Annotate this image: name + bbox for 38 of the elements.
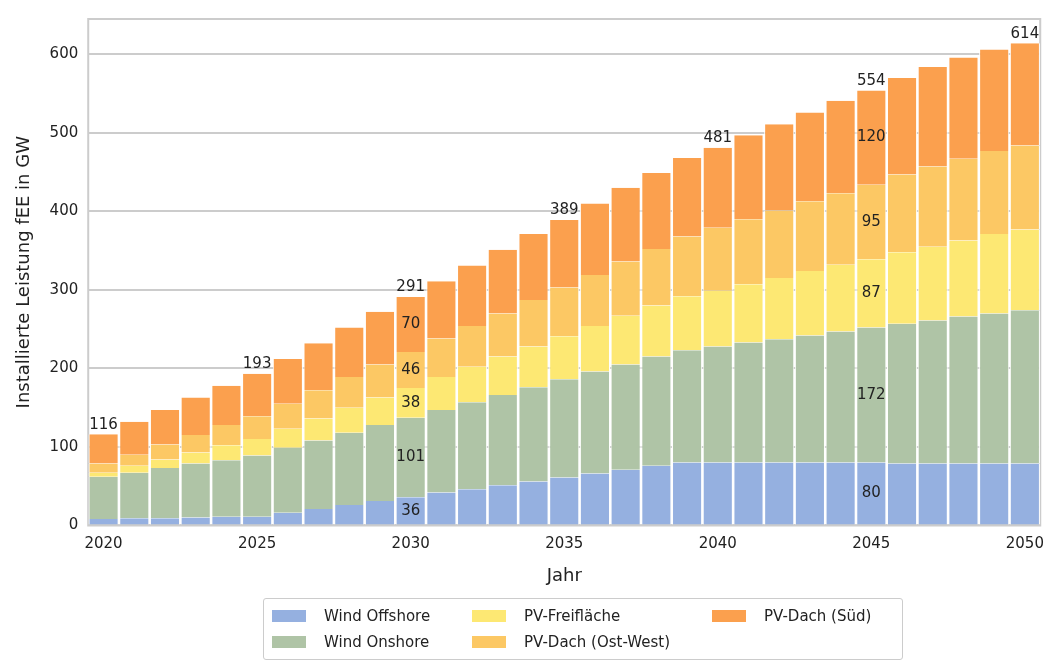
data-label: 36 — [401, 500, 421, 519]
total-label: 614 — [1010, 23, 1040, 42]
data-label: 38 — [401, 392, 421, 411]
x-tick-label: 2050 — [1005, 534, 1044, 553]
x-tick-label: 2025 — [238, 534, 277, 553]
legend-label: Wind Onshore — [324, 633, 430, 651]
x-tick-label: 2045 — [852, 534, 891, 553]
y-tick-label: 600 — [49, 44, 79, 63]
data-label: 172 — [857, 384, 886, 403]
data-label: 95 — [861, 211, 881, 230]
x-axis-title: Jahr — [545, 563, 583, 585]
data-label: 80 — [861, 483, 881, 502]
y-tick-label: 0 — [68, 515, 79, 534]
total-label: 481 — [703, 128, 733, 147]
legend-label: PV-Dach (Süd) — [764, 607, 872, 625]
total-label: 389 — [549, 200, 579, 219]
x-tick-label: 2020 — [84, 534, 123, 553]
y-tick-label: 300 — [49, 279, 79, 298]
data-label: 120 — [857, 127, 886, 146]
total-label: 291 — [396, 277, 425, 296]
legend-label: PV-Freifläche — [524, 607, 621, 625]
x-tick-label: 2040 — [698, 534, 737, 553]
data-label: 87 — [861, 283, 881, 302]
data-label: 46 — [401, 359, 421, 378]
x-tick-label: 2030 — [391, 534, 430, 553]
legend-label: Wind Offshore — [324, 607, 431, 625]
y-tick-label: 100 — [49, 436, 79, 455]
data-label: 70 — [401, 314, 421, 333]
total-label: 554 — [857, 70, 886, 89]
y-tick-label: 400 — [49, 201, 79, 220]
y-tick-label: 500 — [49, 122, 79, 141]
y-axis-title: Installierte Leistung fEE in GW — [12, 135, 34, 409]
total-label: 193 — [242, 354, 272, 373]
total-label: 116 — [89, 414, 118, 433]
data-label: 101 — [396, 447, 425, 466]
y-tick-label: 200 — [49, 358, 79, 377]
x-tick-label: 2035 — [545, 534, 584, 553]
legend-label: PV-Dach (Ost-West) — [524, 633, 670, 651]
